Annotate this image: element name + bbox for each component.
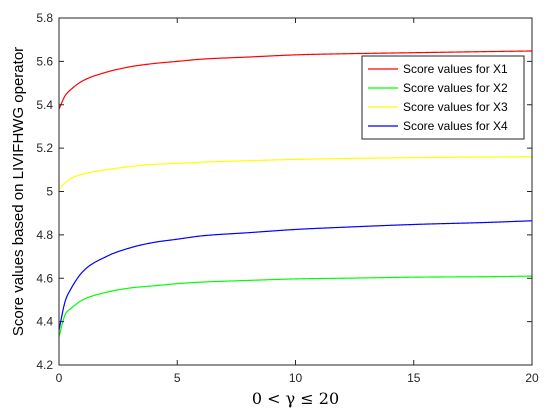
- legend-label-x1: Score values for X1: [403, 62, 508, 76]
- legend-items: Score values for X1 Score values for X2 Sc…: [368, 62, 508, 133]
- legend-box: [361, 55, 525, 140]
- legend-label-x4: Score values for X4: [403, 119, 508, 133]
- series-line-x4: [58, 220, 533, 331]
- series-layer: [58, 50, 533, 337]
- y-axis-label: Score values based on LIVIFHWG operator: [10, 47, 27, 336]
- legend-label-x2: Score values for X2: [403, 81, 508, 95]
- x-tick-label: 10: [289, 371, 303, 385]
- series-line-x2: [58, 275, 533, 337]
- legend: Score values for X1 Score values for X2 Sc…: [361, 55, 525, 140]
- y-tick-label: 5.8: [36, 11, 53, 25]
- y-tick-label: 4.8: [36, 228, 53, 242]
- y-tick-label: 5: [46, 185, 53, 199]
- y-tick-label: 5.2: [36, 141, 53, 155]
- ticks-layer: 0 5 10 15 20 4.2 4.4 4.6 4.8 5 5.2 5.4 5.6 5.8: [36, 11, 539, 385]
- x-tick-label: 20: [525, 371, 539, 385]
- y-tick-label: 4.6: [36, 271, 53, 285]
- x-tick-label: 15: [407, 371, 421, 385]
- x-tick-label: 0: [56, 371, 63, 385]
- y-tick-label: 4.2: [36, 358, 53, 372]
- series-line-x3: [58, 156, 533, 190]
- y-tick-label: 4.4: [36, 315, 53, 329]
- y-tick-label: 5.4: [36, 98, 53, 112]
- x-axis-label: 0 < γ ≤ 20: [252, 389, 339, 408]
- x-tick-label: 5: [174, 371, 181, 385]
- y-tick-label: 5.6: [36, 54, 53, 68]
- legend-label-x3: Score values for X3: [403, 100, 508, 114]
- series-line-x1: [58, 50, 533, 110]
